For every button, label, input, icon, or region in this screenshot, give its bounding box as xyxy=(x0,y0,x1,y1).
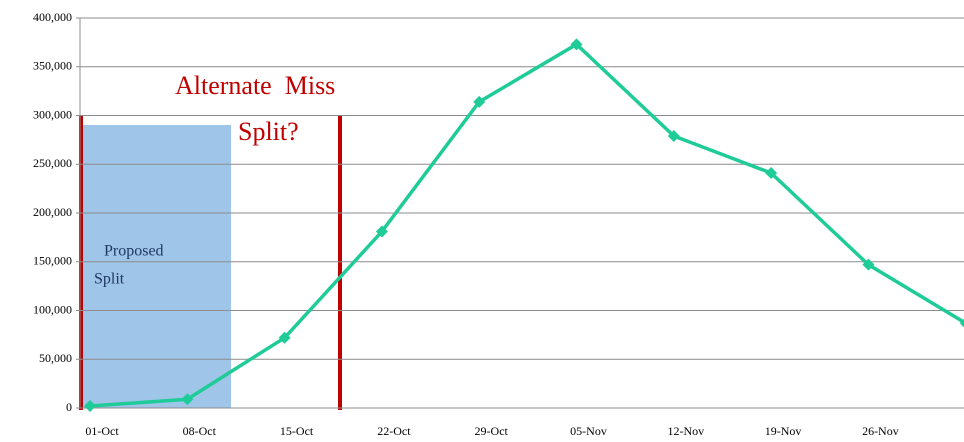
x-tick-label: 19-Nov xyxy=(765,424,802,438)
point xyxy=(473,95,486,108)
point xyxy=(278,331,291,344)
point xyxy=(84,400,96,413)
y-tick-label: 150,000 xyxy=(33,254,72,268)
y-tick-label: 350,000 xyxy=(33,59,72,73)
point xyxy=(959,318,964,328)
annotation: Split xyxy=(94,271,125,288)
point xyxy=(667,129,680,142)
x-tick-label: 15-Oct xyxy=(280,424,314,438)
line xyxy=(89,42,964,408)
point xyxy=(862,258,875,271)
x-tick-label: 01-Oct xyxy=(85,424,119,438)
plot: 0 50,000 100,000 150,000 200,000 250,000 300,0… xyxy=(33,10,964,438)
x-tick-label: 22-Oct xyxy=(377,424,411,438)
point xyxy=(765,167,778,180)
x-tick-label: 05-Nov xyxy=(570,424,607,438)
proposed-split-region xyxy=(83,125,231,408)
y-tick-label: 400,000 xyxy=(33,10,72,24)
y-tick-label: 250,000 xyxy=(33,156,72,170)
annotation: Proposed xyxy=(104,243,164,260)
annotation: Split? xyxy=(238,117,299,146)
x-tick-label: 29-Oct xyxy=(475,424,509,438)
point xyxy=(375,225,388,238)
y-tick-label: 50,000 xyxy=(39,351,72,365)
y-tick-label: 100,000 xyxy=(33,302,72,316)
x-tick-label: 12-Nov xyxy=(667,424,704,438)
x-tick-label: 08-Oct xyxy=(183,424,217,438)
y-tick-label: 0 xyxy=(66,400,72,414)
annotation: Alternate Miss xyxy=(175,71,335,100)
x-tick-label: 26-Nov xyxy=(862,424,899,438)
point xyxy=(570,38,583,51)
point xyxy=(181,393,194,406)
y-tick-label: 200,000 xyxy=(33,205,72,219)
y-tick-label: 300,000 xyxy=(33,107,72,121)
